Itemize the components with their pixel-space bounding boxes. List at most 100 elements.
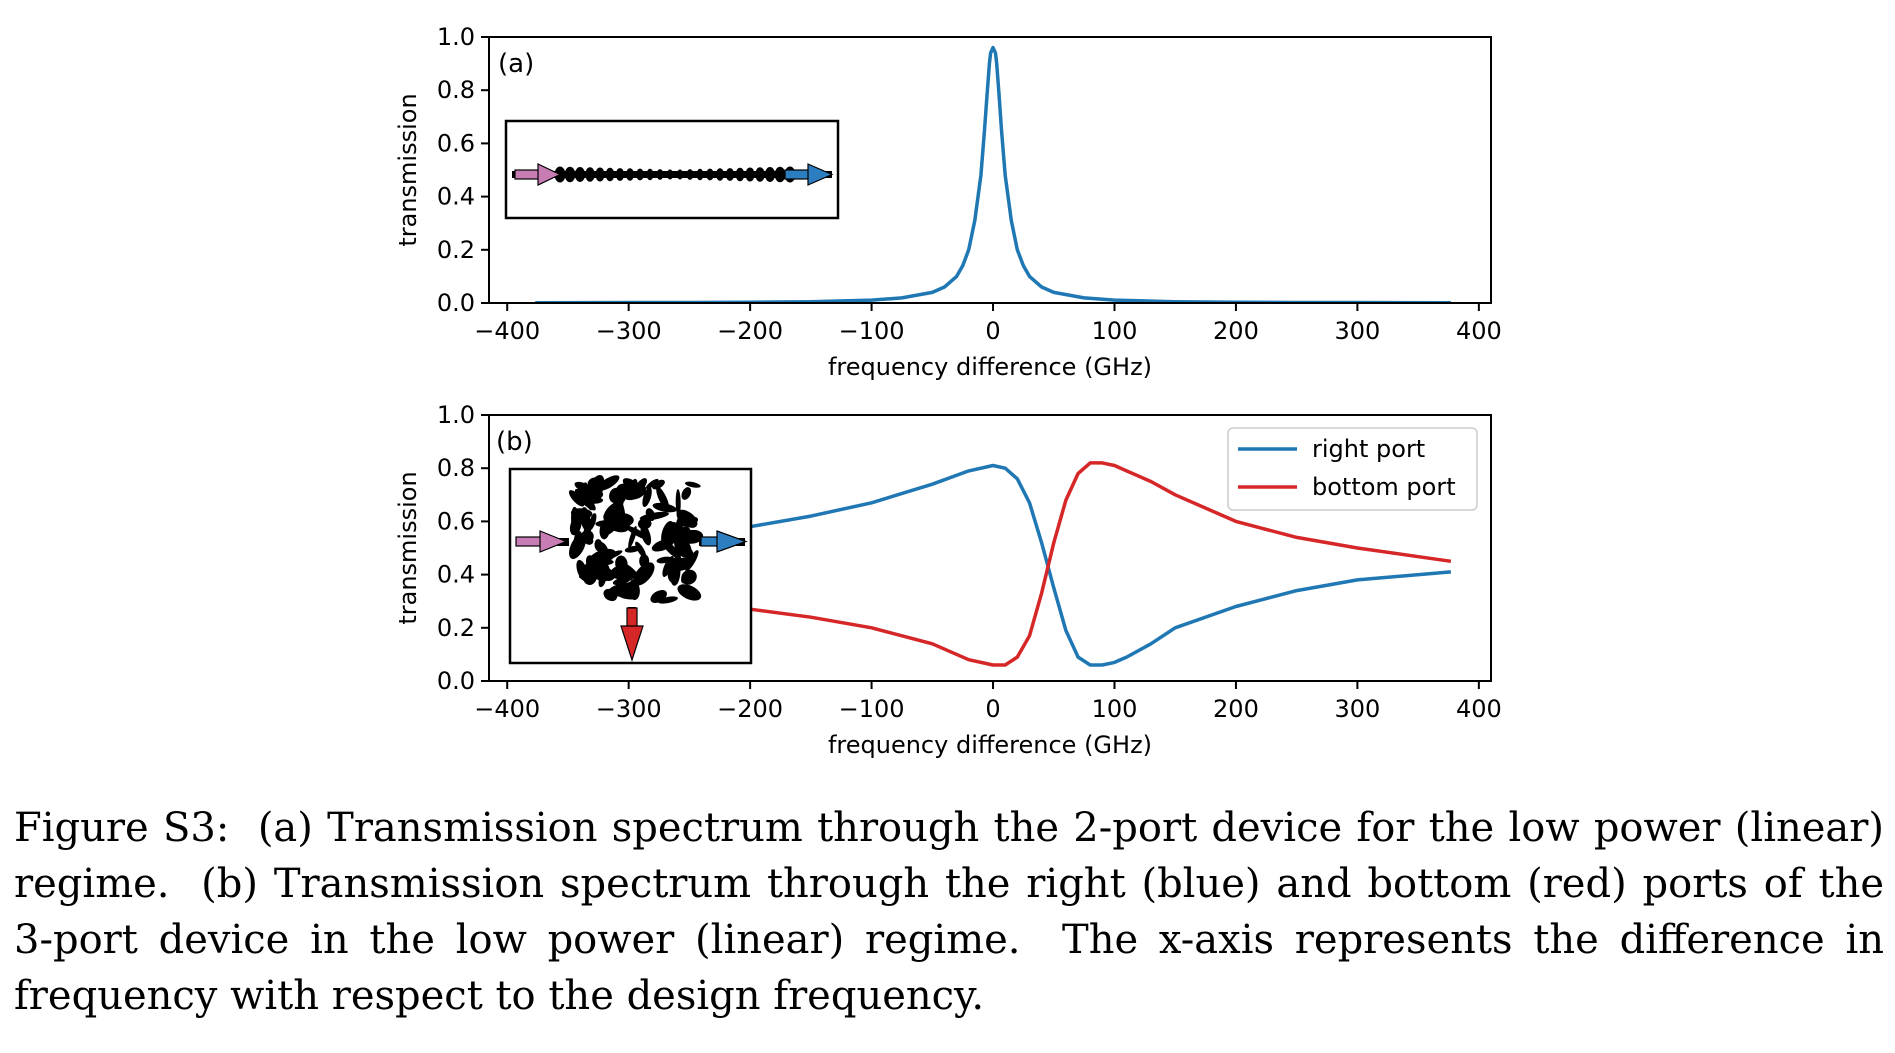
figure-caption: Figure S3: (a) Transmission spectrum thr…: [14, 805, 1884, 1019]
photonic-hole: [774, 166, 786, 183]
y-tick-label: 0.8: [437, 454, 475, 482]
pattern-blob: [571, 506, 580, 534]
x-tick-label: −200: [717, 695, 783, 723]
photonic-hole: [615, 168, 625, 181]
pattern-blob: [677, 584, 702, 601]
y-tick-label: 0.8: [437, 76, 475, 104]
y-axis-label-b: transmission: [394, 471, 422, 624]
pattern-blob: [597, 475, 620, 491]
x-tick-label: 200: [1213, 317, 1259, 345]
pattern-blob: [676, 509, 698, 528]
x-tick-label: −100: [839, 317, 905, 345]
pattern-blob: [667, 559, 680, 583]
inset-device-b: [508, 467, 753, 665]
pattern-blob: [677, 526, 692, 546]
photonic-hole: [656, 169, 664, 180]
x-tick-label: −200: [717, 317, 783, 345]
photonic-hole: [735, 167, 745, 182]
pattern-blob: [657, 596, 678, 604]
pattern-blob: [681, 487, 692, 500]
plot-frame-b: [488, 414, 1492, 682]
figure-canvas: −400 −300 −200 −100 0 100 200 300 400 0.0 0.2 0.4 0…: [394, 23, 1502, 759]
x-tick-label: −100: [839, 695, 905, 723]
pattern-blob: [573, 530, 584, 553]
pattern-blob: [585, 488, 604, 500]
input-arrow-a: [514, 163, 562, 186]
series-line-right-port: [749, 463, 1452, 667]
photonic-hole: [646, 168, 654, 181]
x-tick-label: 400: [1456, 317, 1502, 345]
legend-label-bottom-port: bottom port: [1312, 473, 1456, 501]
pattern-blob: [628, 526, 637, 549]
photonic-hole: [574, 167, 586, 182]
x-tick-label: 100: [1092, 317, 1138, 345]
pattern-blob: [613, 493, 627, 508]
pattern-blob: [661, 539, 682, 560]
photonic-hole: [666, 169, 674, 180]
pattern-blob: [645, 508, 656, 522]
photonic-hole: [564, 166, 576, 183]
pattern-blob: [568, 490, 585, 507]
y-tick-label: 1.0: [437, 23, 475, 51]
photonic-hole: [745, 167, 755, 182]
chart-panel-a: −400 −300 −200 −100 0 100 200 300 400 0.0 0.2 0.4 0…: [394, 23, 1502, 381]
x-axis-label-a: frequency difference (GHz): [828, 353, 1152, 381]
panel-label-a: (a): [498, 49, 534, 79]
pattern-blob: [607, 583, 635, 597]
output-arrow-a: [784, 163, 834, 186]
chart-panel-b: −400 −300 −200 −100 0 100 200 300 400 0.0 0.2 0.4 0…: [394, 401, 1502, 759]
x-tick-label: 0: [985, 695, 1000, 723]
y-tick-label: 0.6: [437, 507, 475, 535]
photonic-hole: [696, 168, 704, 181]
y-tick-label: 0.0: [437, 289, 475, 317]
pattern-blob: [652, 479, 665, 490]
photonic-hole: [725, 168, 735, 181]
series-line-a-0: [535, 45, 1451, 303]
output-arrow-bottom-b: [620, 607, 644, 662]
pattern-blob: [633, 562, 655, 586]
plot-frame-a: [488, 36, 1492, 304]
pattern-blob: [580, 530, 594, 543]
photonic-hole: [595, 167, 605, 182]
x-tick-label: 400: [1456, 695, 1502, 723]
photonic-hole: [755, 167, 765, 182]
y-tick-label: 0.2: [437, 614, 475, 642]
topology-pattern: [568, 475, 704, 604]
x-tick-label: 300: [1334, 317, 1380, 345]
input-arrow-b: [515, 530, 568, 553]
photonic-hole: [676, 169, 684, 180]
y-tick-label: 0.4: [437, 561, 475, 589]
pattern-blob: [686, 548, 695, 565]
pattern-blob: [594, 539, 603, 552]
inset-device-a: [504, 119, 840, 220]
pattern-blob: [635, 541, 647, 559]
pattern-blob: [637, 517, 652, 530]
y-tick-label: 1.0: [437, 401, 475, 429]
pattern-blob: [580, 487, 592, 511]
photonic-hole: [764, 167, 776, 182]
panel-label-b: (b): [496, 427, 533, 457]
pattern-blob: [607, 571, 634, 581]
output-arrow-right-b: [700, 530, 748, 553]
photonic-hole: [626, 168, 634, 181]
photonic-hole: [585, 167, 595, 182]
photonic-hole: [706, 168, 714, 181]
pattern-blob: [609, 487, 622, 503]
legend-label-right-port: right port: [1312, 435, 1425, 463]
pattern-blob: [642, 487, 652, 508]
pattern-blob: [652, 502, 677, 513]
y-axis-label-a: transmission: [394, 93, 422, 246]
y-tick-label: 0.2: [437, 236, 475, 264]
x-axis-label-b: frequency difference (GHz): [828, 731, 1152, 759]
x-tick-label: 200: [1213, 695, 1259, 723]
y-tick-label: 0.6: [437, 129, 475, 157]
pattern-blob: [684, 481, 701, 488]
pattern-blob: [622, 478, 645, 495]
photonic-hole: [636, 168, 644, 181]
x-tick-label: −400: [474, 695, 540, 723]
x-tick-label: −300: [596, 317, 662, 345]
pattern-blob: [624, 525, 650, 541]
photonic-holes-a: [554, 166, 796, 183]
photonic-hole: [716, 168, 724, 181]
y-tick-label: 0.0: [437, 667, 475, 695]
